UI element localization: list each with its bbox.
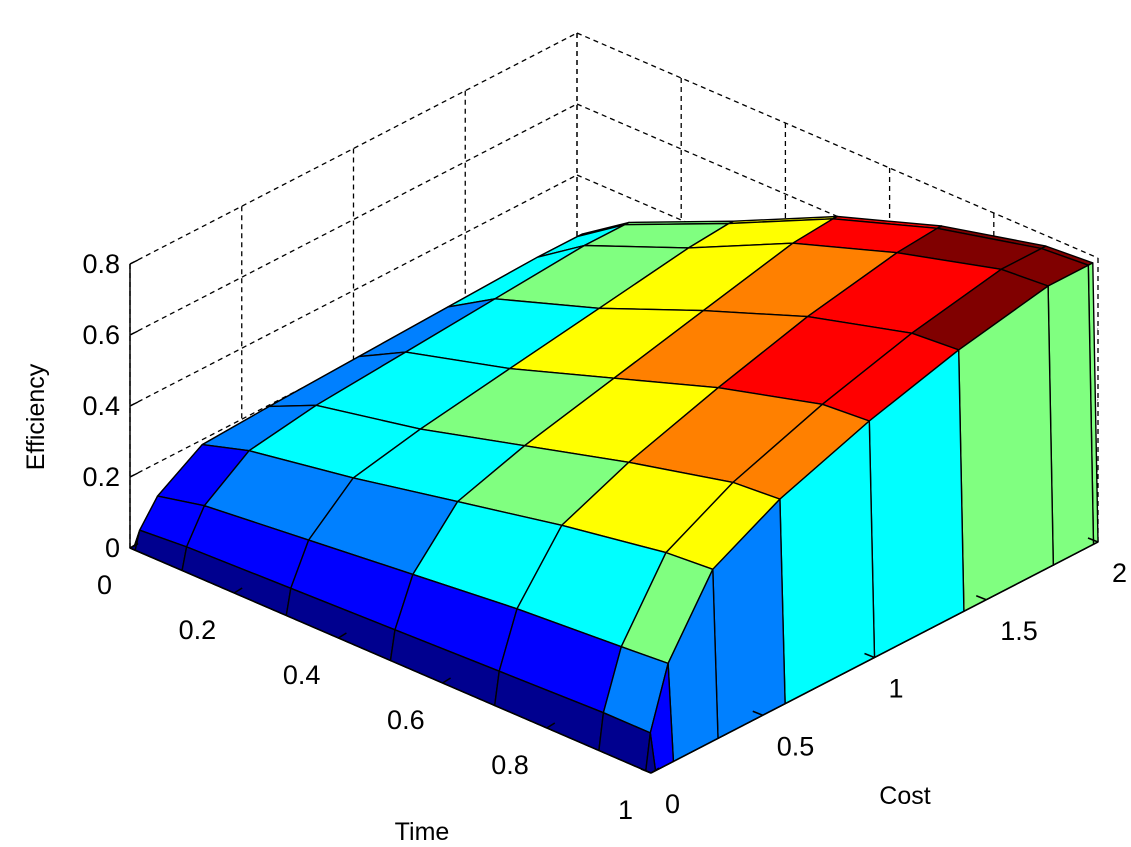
x-tick-mark xyxy=(442,677,451,684)
z-tick-mark xyxy=(129,259,139,265)
y-tick-label: 1.5 xyxy=(1000,616,1038,646)
z-axis-label: Efficiency xyxy=(22,363,50,470)
x-tick-label: 1 xyxy=(618,795,633,825)
x-tick-mark xyxy=(233,587,243,594)
x-tick-label: 0 xyxy=(97,570,112,600)
wall-grid-line xyxy=(129,174,578,407)
wall-grid-line xyxy=(129,103,578,336)
z-tick-mark xyxy=(129,543,139,549)
wall-grid-line xyxy=(129,245,578,478)
z-tick-mark xyxy=(129,401,139,407)
surface-layer xyxy=(129,215,1099,774)
x-tick-label: 0.4 xyxy=(283,660,321,690)
x-axis-line xyxy=(129,547,652,774)
x-tick-label: 0.6 xyxy=(387,705,425,735)
z-tick-mark xyxy=(129,472,139,478)
z-tick-label: 0.6 xyxy=(82,320,120,350)
y-tick-mark xyxy=(1087,537,1099,543)
y-tick-mark xyxy=(975,595,987,601)
z-tick-label: 0.2 xyxy=(82,462,120,492)
x-tick-mark xyxy=(546,722,556,729)
z-tick-label: 0.4 xyxy=(82,391,120,421)
y-tick-mark xyxy=(752,710,764,716)
z-tick-label: 0.8 xyxy=(82,249,120,279)
y-axis-label: Cost xyxy=(879,782,930,810)
x-axis-label: Time xyxy=(395,818,450,846)
z-tick-mark xyxy=(129,330,139,336)
wall-grid-line xyxy=(129,32,578,265)
y-tick-label: 1 xyxy=(889,674,904,704)
x-tick-label: 0.2 xyxy=(179,615,217,645)
y-tick-mark xyxy=(864,652,875,659)
y-tick-mark xyxy=(640,768,652,774)
wall-grid-line xyxy=(576,32,1099,259)
x-tick-mark xyxy=(338,632,347,639)
y-tick-label: 2 xyxy=(1112,558,1127,588)
y-tick-label: 0 xyxy=(665,789,680,819)
x-tick-label: 0.8 xyxy=(491,750,529,780)
tick-layer: 0 0.2 0.4 0.6 0.8 1 0 0.5 1 1.5 2 0 0.2 0.4 0.6 0.8 xyxy=(82,249,1127,825)
surface-patch xyxy=(1047,264,1095,566)
x-tick-mark xyxy=(650,767,660,774)
z-tick-label: 0 xyxy=(105,533,120,563)
y-tick-label: 0.5 xyxy=(777,731,815,761)
